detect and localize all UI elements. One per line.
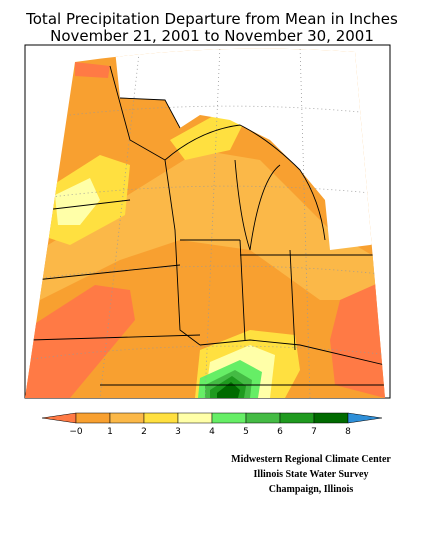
colorbar-label: 4 [209,427,215,437]
colorbar-label: 1 [107,427,113,437]
zone [25,285,135,398]
graticule [25,48,385,399]
colorbar-label: 5 [243,427,249,437]
colorbar: −0 1 2 3 4 5 6 7 8 [41,412,383,437]
colorbar-segment [211,412,247,424]
zone [75,62,110,78]
colorbar-segment [279,412,315,424]
colorbar-label: 2 [141,427,147,437]
zone [55,178,100,225]
colorbar-segment [177,412,213,424]
colorbar-arrow [41,412,77,424]
zone [330,280,385,398]
canada [115,48,385,250]
colorbar-segment [109,412,145,424]
zone [170,115,245,160]
state-lines [29,65,385,386]
colorbar-label: 7 [311,427,317,437]
colorbar-segment [75,412,111,424]
colorbar-label: 8 [345,427,351,437]
credit: Illinois State Water Survey [254,469,369,480]
map [25,48,385,399]
colorbar-segment [313,412,349,424]
colorbar-label: −0 [69,427,83,437]
title-line: November 21, 2001 to November 30, 2001 [50,27,374,45]
colorbar-segment [245,412,281,424]
zone [217,382,240,398]
colorbar-label: 3 [175,427,181,437]
colorbar-arrow [347,412,383,424]
credit: Champaign, Illinois [269,484,354,495]
colorbar-segment [143,412,179,424]
title-line: Total Precipitation Departure from Mean … [25,10,398,28]
colorbar-label: 6 [277,427,283,437]
credit: Midwestern Regional Climate Center [231,454,391,465]
